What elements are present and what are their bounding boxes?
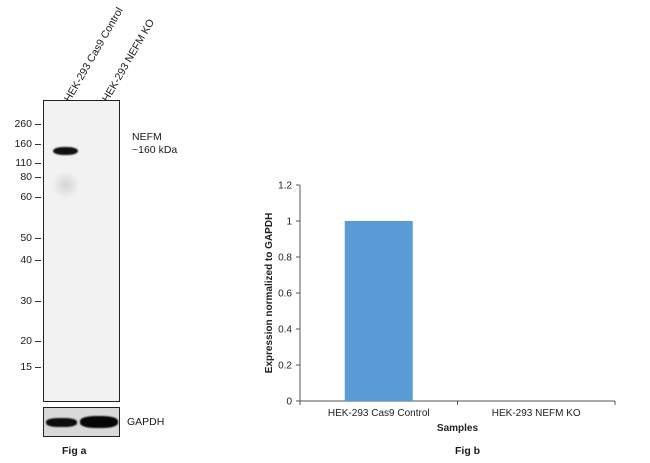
- gapdh-band-control: [46, 418, 77, 427]
- fig-a-caption: Fig a: [62, 445, 87, 457]
- y-tick-label: 0: [286, 397, 292, 408]
- mw-tick: [35, 124, 41, 125]
- mw-tick: [35, 367, 41, 368]
- y-tick-label: 1: [286, 217, 292, 228]
- y-axis-title: Expression normalized to GAPDH: [264, 213, 275, 374]
- mw-marker-160: 160: [14, 138, 32, 150]
- bar-1: [344, 221, 413, 401]
- nefm-band: [53, 147, 78, 155]
- y-tick-label: 1.2: [278, 181, 292, 192]
- y-tick-label: 0.6: [278, 289, 292, 300]
- mw-marker-20: 20: [20, 335, 32, 347]
- mw-tick: [35, 177, 41, 178]
- mw-tick: [35, 197, 41, 198]
- x-tick-label: HEK-293 Cas9 Control: [328, 408, 430, 419]
- mw-tick: [35, 144, 41, 145]
- mw-marker-60: 60: [20, 191, 32, 203]
- background-smear: [52, 171, 80, 199]
- y-tick-label: 0.8: [278, 253, 292, 264]
- mw-marker-50: 50: [20, 232, 32, 244]
- mw-marker-30: 30: [20, 295, 32, 307]
- mw-marker-40: 40: [20, 254, 32, 266]
- gapdh-band-ko: [80, 416, 118, 428]
- target-label: NEFM: [132, 131, 162, 143]
- gapdh-label: GAPDH: [127, 416, 165, 428]
- mw-tick: [35, 260, 41, 261]
- mw-marker-80: 80: [20, 171, 32, 183]
- x-tick-label: HEK-293 NEFM KO: [492, 408, 581, 419]
- target-size-label: ~160 kDa: [132, 144, 178, 156]
- mw-tick: [35, 301, 41, 302]
- mw-marker-260: 260: [14, 118, 32, 130]
- x-axis-title: Samples: [437, 423, 479, 434]
- mw-tick: [35, 238, 41, 239]
- mw-marker-15: 15: [20, 361, 32, 373]
- y-tick-label: 0.4: [278, 325, 292, 336]
- fig-b-caption: Fig b: [455, 445, 481, 457]
- mw-marker-110: 110: [15, 157, 32, 169]
- blot-membrane: [43, 100, 120, 402]
- mw-tick: [35, 163, 41, 164]
- mw-tick: [35, 341, 41, 342]
- gapdh-blot: [43, 407, 120, 437]
- y-tick-label: 0.2: [278, 361, 292, 372]
